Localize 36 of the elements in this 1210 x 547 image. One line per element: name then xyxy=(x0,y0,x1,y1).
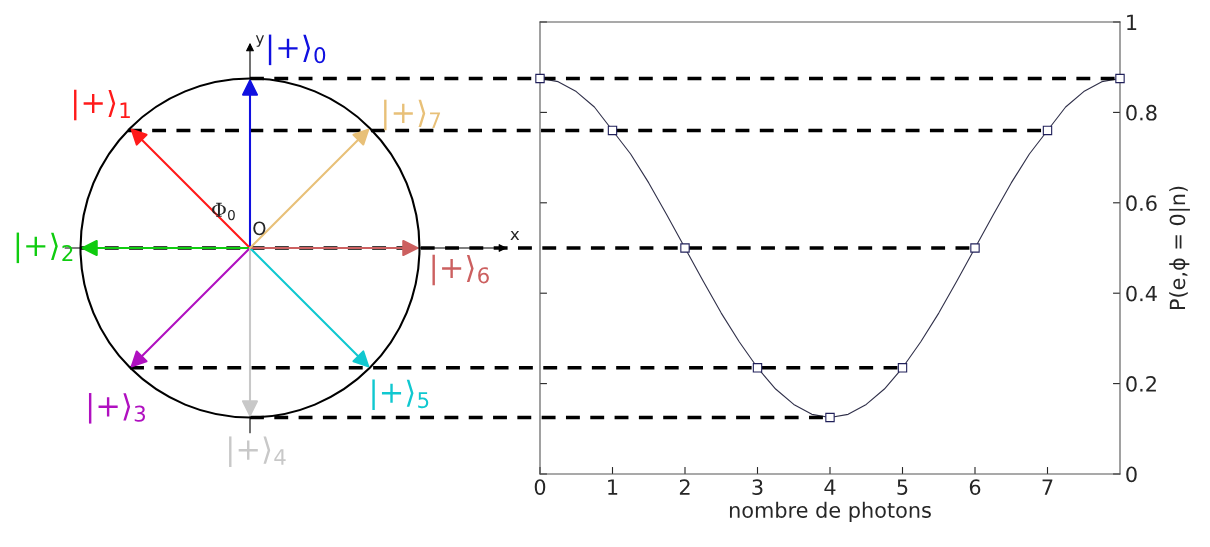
point xyxy=(1042,125,1053,136)
x-tick-label: 0 xyxy=(534,479,546,495)
text: y xyxy=(255,35,265,47)
text: |+⟩$_{5}$ xyxy=(372,379,429,411)
x-tick-label: 5 xyxy=(897,479,908,495)
x-tick-label: 4 xyxy=(824,479,836,495)
point xyxy=(970,243,980,253)
y-tick-label: 0 xyxy=(1126,466,1137,483)
y-axis-title: P(e,ϕ = 0|n) xyxy=(1169,186,1190,310)
text: |+⟩$_{3}$ xyxy=(88,393,146,424)
x-axis-title: nombre de photons xyxy=(729,501,931,522)
y-tick-label: 0.6 xyxy=(1126,195,1157,212)
x-tick-label: 7 xyxy=(1042,479,1053,495)
point xyxy=(752,363,763,373)
point xyxy=(897,363,908,373)
point xyxy=(1115,73,1125,84)
text: |+⟩$_{7}$ xyxy=(384,99,441,131)
x-tick-label: 2 xyxy=(679,479,690,495)
text: x xyxy=(510,230,520,241)
x-tick-label: 1 xyxy=(608,479,618,495)
y-tick-label: 0.8 xyxy=(1126,104,1157,121)
point xyxy=(607,125,618,136)
text: |+⟩$_{1}$ xyxy=(74,89,130,121)
text: O xyxy=(253,221,266,236)
text: |+⟩$_{6}$ xyxy=(432,254,489,286)
text: |+⟩$_{2}$ xyxy=(16,232,73,264)
point xyxy=(680,243,690,253)
point xyxy=(825,412,835,423)
y-tick-label: 0.2 xyxy=(1126,376,1156,392)
y-tick-label: 1 xyxy=(1127,14,1137,30)
text: |+⟩$_{0}$ xyxy=(268,34,326,66)
x-tick-label: 6 xyxy=(969,479,981,495)
y-tick-label: 0.4 xyxy=(1126,285,1157,302)
point xyxy=(535,73,545,84)
text: Φ$_{0}$ xyxy=(212,202,235,221)
x-tick-label: 3 xyxy=(752,479,763,495)
